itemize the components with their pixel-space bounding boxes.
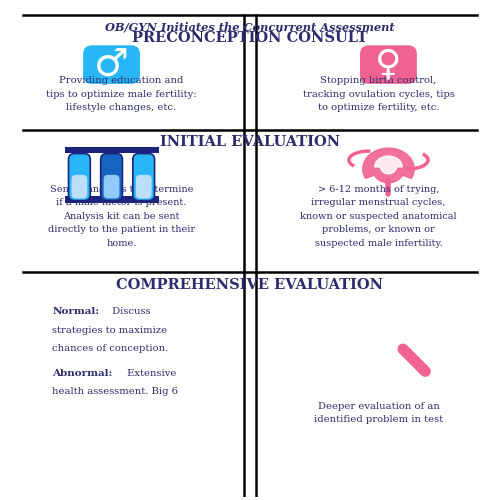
Text: Stopping birth control,
tracking ovulation cycles, tips
to optimize fertility, e: Stopping birth control, tracking ovulati… bbox=[302, 76, 454, 112]
Text: Abnormal:: Abnormal: bbox=[52, 368, 112, 378]
Text: Semen analysis to determine
if a male factor is present.
Analysis kit can be sen: Semen analysis to determine if a male fa… bbox=[48, 185, 195, 248]
Text: OB/GYN Initiates the Concurrent Assessment: OB/GYN Initiates the Concurrent Assessme… bbox=[105, 21, 395, 32]
Text: ♂: ♂ bbox=[94, 46, 129, 84]
Text: PRECONCEPTION CONSULT: PRECONCEPTION CONSULT bbox=[132, 32, 368, 46]
FancyBboxPatch shape bbox=[68, 154, 90, 200]
FancyBboxPatch shape bbox=[64, 146, 158, 153]
Text: COMPREHENSIVE EVALUATION: COMPREHENSIVE EVALUATION bbox=[116, 278, 384, 291]
FancyBboxPatch shape bbox=[72, 175, 88, 199]
Polygon shape bbox=[363, 148, 414, 182]
FancyBboxPatch shape bbox=[136, 175, 152, 199]
FancyBboxPatch shape bbox=[83, 46, 140, 84]
Text: chances of conception.: chances of conception. bbox=[52, 344, 168, 354]
Polygon shape bbox=[374, 156, 402, 174]
Text: Normal:: Normal: bbox=[52, 307, 100, 316]
FancyBboxPatch shape bbox=[133, 154, 154, 200]
FancyBboxPatch shape bbox=[104, 175, 120, 199]
Text: Deeper evaluation of an
identified problem in test: Deeper evaluation of an identified probl… bbox=[314, 402, 443, 424]
FancyBboxPatch shape bbox=[64, 196, 158, 202]
FancyBboxPatch shape bbox=[100, 154, 122, 200]
Text: INITIAL EVALUATION: INITIAL EVALUATION bbox=[160, 135, 340, 149]
Text: health assessment. Big 6: health assessment. Big 6 bbox=[52, 388, 178, 396]
Text: > 6-12 months of trying,
irregular menstrual cycles,
known or suspected anatomic: > 6-12 months of trying, irregular menst… bbox=[300, 185, 457, 248]
Text: Discuss: Discuss bbox=[109, 307, 150, 316]
Text: Providing education and
tips to optimize male fertility:
lifestyle changes, etc.: Providing education and tips to optimize… bbox=[46, 76, 197, 112]
Text: strategies to maximize: strategies to maximize bbox=[52, 326, 168, 334]
Text: Extensive: Extensive bbox=[124, 368, 176, 378]
Text: ♀: ♀ bbox=[375, 48, 402, 82]
FancyBboxPatch shape bbox=[360, 46, 417, 84]
